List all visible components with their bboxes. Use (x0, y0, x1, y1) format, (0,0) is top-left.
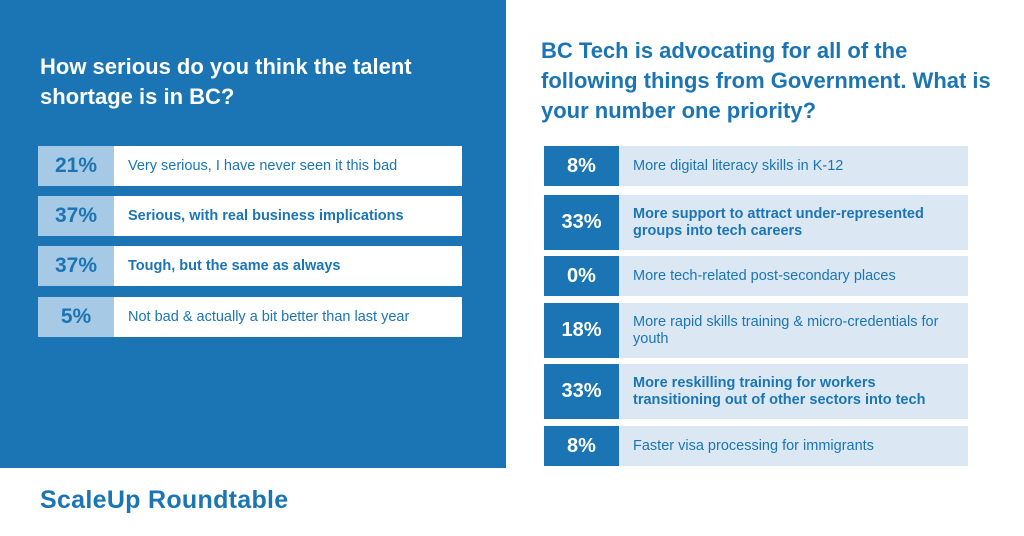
percentage-value: 37% (38, 246, 114, 286)
right-answer-row: 8% Faster visa processing for immigrants (544, 426, 968, 466)
right-answer-row: 0% More tech-related post-secondary place… (544, 256, 968, 296)
right-answer-row: 18% More rapid skills training & micro-cr… (544, 303, 968, 358)
percentage-value: 21% (38, 146, 114, 186)
answer-label: More reskilling training for workers tra… (633, 374, 926, 408)
left-answer-row: 21% Very serious, I have never seen it th… (38, 146, 462, 186)
right-question-title: BC Tech is advocating for all of the fol… (541, 38, 991, 123)
scaleup-roundtable-logo: ScaleUp Roundtable (40, 486, 289, 514)
left-answer-row: 5% Not bad & actually a bit better than l… (38, 297, 462, 337)
percentage-value: 33% (544, 195, 619, 250)
answer-label: Serious, with real business implications (128, 208, 404, 224)
answer-label: Not bad & actually a bit better than las… (128, 309, 410, 325)
right-answer-row: 33% More reskilling training for workers … (544, 364, 968, 419)
percentage-value: 33% (544, 364, 619, 419)
answer-label: More tech-related post-secondary places (633, 267, 896, 284)
answer-label: Faster visa processing for immigrants (633, 437, 874, 454)
left-answer-row: 37% Serious, with real business implicati… (38, 196, 462, 236)
left-question-title: How serious do you think the talent shor… (40, 54, 412, 109)
right-answer-row: 33% More support to attract under-represe… (544, 195, 968, 250)
answer-label: More support to attract under-represente… (633, 205, 924, 239)
percentage-value: 18% (544, 303, 619, 358)
percentage-value: 8% (544, 426, 619, 466)
percentage-value: 8% (544, 146, 619, 186)
answer-label: More rapid skills training & micro-crede… (633, 313, 939, 347)
percentage-value: 37% (38, 196, 114, 236)
answer-label: Very serious, I have never seen it this … (128, 158, 398, 174)
answer-label: More digital literacy skills in K-12 (633, 157, 844, 174)
left-answer-row: 37% Tough, but the same as always (38, 246, 462, 286)
right-answer-row: 8% More digital literacy skills in K-12 (544, 146, 968, 186)
answer-label: Tough, but the same as always (128, 258, 341, 274)
percentage-value: 0% (544, 256, 619, 296)
percentage-value: 5% (38, 297, 114, 337)
